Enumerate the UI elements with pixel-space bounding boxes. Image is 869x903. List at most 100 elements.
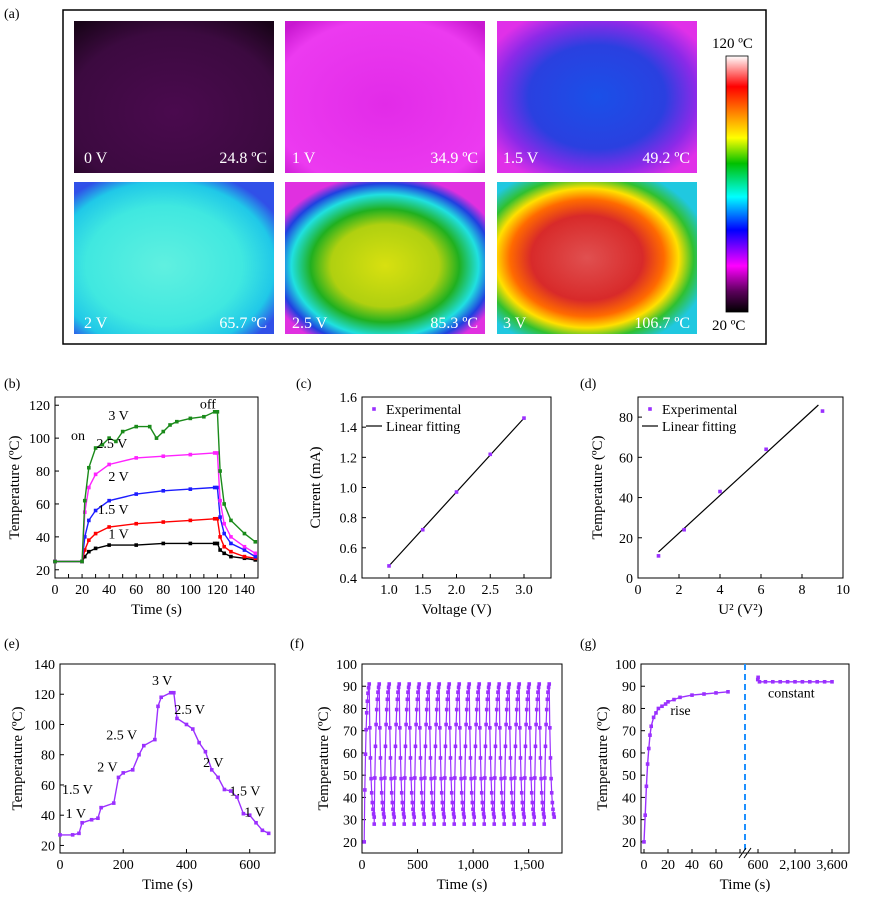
data-point [371,812,376,816]
tile-voltage: 3 V [503,315,527,332]
x-tick-label: 80 [156,583,170,598]
data-point [511,812,516,816]
data-point [536,690,540,695]
data-point [511,807,515,812]
data-point [396,690,400,695]
data-point [449,791,454,795]
series-line-2.5V [55,452,256,563]
data-point [425,697,430,702]
data-point [542,822,547,826]
data-point [429,776,433,781]
data-point [405,697,410,702]
data-point [404,722,408,727]
data-point [82,498,87,503]
data-point [538,726,542,730]
data-point [242,548,247,552]
data-point [519,776,523,781]
chart-d: 0 2 4 6 8 10 0 20 40 60 80 U² (V²) Temperature (ºC) E… [590,396,850,618]
data-point [477,682,482,686]
data-point [488,726,492,730]
data-point [551,812,556,816]
data-point [403,776,407,780]
data-point [451,807,455,812]
data-point [398,726,402,730]
data-point [411,807,415,812]
data-point [438,756,443,760]
data-point [495,697,500,702]
x-tick-label: 100 [180,583,201,598]
data-point [546,690,550,695]
data-point [482,822,487,826]
data-point [121,771,126,775]
data-point [461,812,466,816]
legend-marker-experimental [372,407,376,411]
data-point [242,531,247,536]
data-point [476,685,481,690]
data-point [462,815,467,819]
experimental-point [764,447,768,452]
data-point [648,733,652,737]
data-point [384,722,388,727]
y-tick-label: 100 [336,658,357,673]
data-point [100,442,105,447]
data-point [374,722,378,727]
data-point [481,812,486,816]
data-point [663,702,668,706]
data-point [645,762,650,766]
y-tick-label: 90 [622,680,636,695]
legend-fit: Linear fitting [386,420,460,435]
plot-frame [637,396,844,579]
data-point [394,722,398,727]
tile-voltage: 0 V [84,150,108,167]
data-point [469,791,474,795]
data-point [394,707,399,712]
y-tick-label: 1.6 [340,391,358,406]
data-point [533,744,538,749]
y-axis-label: Temperature (ºC) [7,436,23,540]
data-point [87,549,91,554]
panel-label-d: (d) [580,377,597,392]
y-tick-label: 50 [343,769,357,784]
y-tick-label: 30 [622,814,636,829]
data-point [107,498,111,503]
thermal-tile-5: 3 V 106.7 ºC [497,182,697,334]
data-point [87,538,91,542]
data-point [506,690,510,695]
data-point [547,682,552,686]
x-tick-label: 0 [635,583,642,598]
data-point [154,436,159,440]
data-point [402,822,407,826]
data-point [771,679,775,684]
data-point [134,424,138,429]
data-point [218,515,222,519]
data-point [241,811,246,816]
data-point [212,410,217,414]
axis-break-mark [738,847,747,859]
data-point [392,822,397,826]
data-point [215,541,220,546]
data-point [107,543,111,547]
thermal-tile-3: 2 V 65.7 ºC [74,182,274,334]
experimental-point [718,489,722,494]
data-point [253,554,258,559]
data-point [485,697,490,702]
data-point [474,707,479,712]
experimental-point [820,409,825,413]
x-tick-label: 200 [113,858,134,873]
data-point [478,756,483,760]
y-tick-label: 100 [34,718,55,733]
data-point [416,690,420,695]
data-point [830,679,834,684]
data-point [266,831,271,836]
data-point [212,485,217,490]
data-point [503,744,508,749]
data-point [473,744,478,749]
y-tick-label: 0 [626,572,633,587]
data-point [545,697,550,702]
data-point [82,548,87,552]
data-point [522,822,527,826]
y-tick-label: 40 [36,531,50,546]
annotation: 1 V [66,807,86,822]
data-point [470,800,475,805]
data-point [153,737,157,742]
